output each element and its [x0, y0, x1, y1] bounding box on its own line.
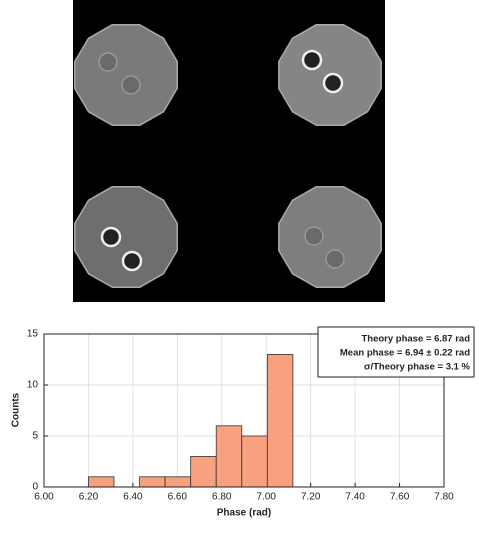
vial	[325, 249, 345, 269]
phantom-image	[74, 23, 382, 289]
annotation: Mean phase = 6.94 ± 0.22 rad	[340, 348, 470, 359]
x-tick-label: 7.20	[301, 492, 321, 503]
histogram: 0 5 10 15 6.00 6.20 6.40 6.60 6.80 7.00 7.20 7.40 7.…	[27, 329, 454, 503]
bar	[164, 476, 192, 488]
vial	[301, 49, 323, 71]
vial	[98, 52, 118, 72]
x-tick-label: 7.00	[256, 492, 276, 503]
bar	[88, 476, 115, 488]
x-tick-label: 6.00	[34, 492, 54, 503]
y-tick-label: 15	[27, 329, 39, 340]
annotation: Theory phase = 6.87 rad	[361, 334, 470, 345]
y-tick-label: 5	[32, 431, 38, 442]
bar	[215, 425, 243, 488]
x-tick-label: 6.80	[212, 492, 232, 503]
bar	[241, 435, 268, 488]
bar	[190, 455, 217, 488]
x-tick-label: 6.60	[168, 492, 188, 503]
y-tick-label: 0	[32, 482, 38, 493]
bar	[139, 476, 166, 488]
vial	[121, 250, 143, 272]
annotation-box	[317, 326, 475, 378]
vial	[304, 226, 324, 246]
x-axis-label: Phase (rad)	[217, 508, 271, 519]
x-tick-label: 7.60	[390, 492, 410, 503]
vial	[100, 226, 122, 248]
axes-frame	[43, 333, 445, 488]
vial	[121, 75, 141, 95]
vial	[322, 72, 344, 94]
x-tick-label: 6.20	[79, 492, 99, 503]
phantom	[278, 185, 382, 289]
x-tick-label: 6.40	[123, 492, 143, 503]
x-tick-label: 7.80	[434, 492, 454, 503]
annotation: σ/Theory phase = 3.1 %	[364, 362, 471, 373]
x-tick-label: 7.40	[345, 492, 365, 503]
bar	[266, 353, 294, 488]
phantom	[74, 23, 178, 127]
y-tick-label: 10	[27, 380, 39, 391]
phantom	[74, 185, 178, 289]
annotations: Theory phase = 6.87 rad Mean phase = 6.94…	[340, 334, 471, 373]
y-axis-label: Counts	[11, 392, 22, 427]
